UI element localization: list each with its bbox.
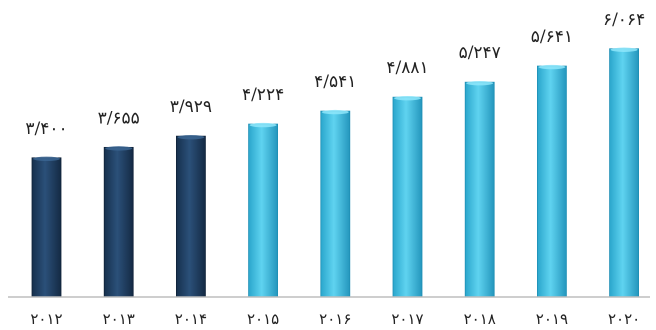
bar-۲۰۱۳ [103, 146, 134, 298]
bar-cap-۲۰۱۳ [105, 146, 133, 151]
bar-۲۰۱۹ [537, 65, 567, 298]
x-tick-۲۰۱۲: ۲۰۱۲ [30, 310, 62, 328]
data-label-۲۰۱۸: ۵/۲۴۷ [459, 43, 501, 63]
data-label-۲۰۱۴: ۳/۹۲۹ [170, 97, 212, 117]
data-label-۲۰۱۵: ۴/۲۲۴ [242, 85, 284, 105]
data-label-۲۰۱۶: ۴/۵۴۱ [314, 72, 356, 92]
x-tick-۲۰۱۶: ۲۰۱۶ [319, 310, 351, 328]
bar-۲۰۲۰ [609, 48, 639, 298]
x-tick-۲۰۱۹: ۲۰۱۹ [536, 310, 568, 328]
bar-۲۰۱۶ [320, 110, 351, 298]
bar-cap-۲۰۱۸ [466, 81, 494, 86]
x-tick-۲۰۱۴: ۲۰۱۴ [175, 310, 207, 328]
data-label-۲۰۱۹: ۵/۶۴۱ [531, 27, 573, 47]
bar-cap-۲۰۱۵ [249, 122, 277, 128]
bar-cap-۲۰۱۴ [177, 134, 205, 140]
bar-cap-۲۰۱۹ [538, 64, 566, 70]
data-label-۲۰۱۷: ۴/۸۸۱ [386, 58, 428, 78]
x-tick-۲۰۲۰: ۲۰۲۰ [608, 310, 640, 328]
data-label-۲۰۱۳: ۳/۶۵۵ [98, 108, 140, 128]
x-tick-۲۰۱۳: ۲۰۱۳ [103, 310, 135, 328]
bar-cap-۲۰۱۲ [33, 156, 60, 162]
x-tick-۲۰۱۷: ۲۰۱۷ [391, 310, 423, 328]
bar-۲۰۱۲ [31, 157, 62, 298]
data-label-۲۰۲۰: ۶/۰۶۴ [603, 10, 645, 30]
x-tick-۲۰۱۸: ۲۰۱۸ [464, 310, 496, 328]
bar-۲۰۱۷ [392, 96, 423, 298]
bar-cap-۲۰۱۶ [321, 109, 349, 115]
data-label-۲۰۱۲: ۳/۴۰۰ [25, 119, 67, 139]
bar-cap-۲۰۲۰ [610, 47, 638, 52]
bar-۲۰۱۴ [175, 135, 206, 298]
x-tick-۲۰۱۵: ۲۰۱۵ [247, 310, 279, 328]
bar-cap-۲۰۱۷ [394, 95, 421, 101]
bar-۲۰۱۵ [248, 123, 279, 298]
bar-۲۰۱۸ [464, 81, 495, 298]
